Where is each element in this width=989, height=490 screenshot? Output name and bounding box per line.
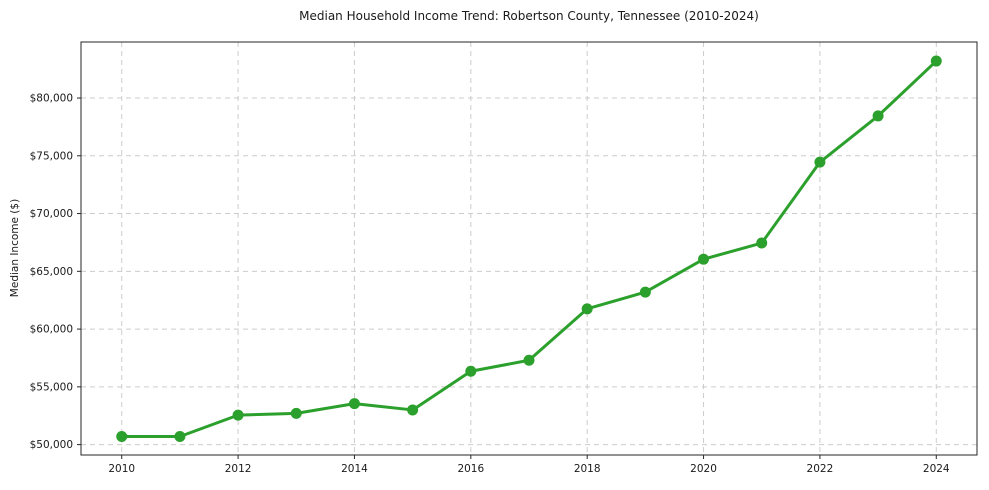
data-point	[930, 55, 942, 67]
chart-title: Median Household Income Trend: Robertson…	[299, 9, 759, 23]
data-point	[232, 409, 244, 421]
y-tick-label: $50,000	[30, 439, 73, 451]
y-tick-label: $80,000	[30, 93, 73, 105]
y-tick-label: $75,000	[30, 150, 73, 162]
x-tick-label: 2014	[341, 463, 368, 475]
data-point	[465, 365, 477, 377]
data-point	[116, 431, 128, 443]
x-tick-label: 2022	[807, 463, 834, 475]
x-tick-label: 2012	[225, 463, 252, 475]
x-tick-label: 2010	[108, 463, 135, 475]
data-point	[290, 407, 302, 419]
x-tick-label: 2020	[690, 463, 717, 475]
x-tick-label: 2016	[457, 463, 484, 475]
data-point	[348, 398, 360, 410]
data-point	[756, 237, 768, 249]
data-point	[174, 431, 186, 443]
x-tick-label: 2024	[923, 463, 950, 475]
data-point	[814, 156, 826, 168]
data-point	[872, 110, 884, 122]
data-line	[120, 59, 938, 439]
x-tick-label: 2018	[574, 463, 601, 475]
plot-border	[80, 41, 978, 456]
y-tick-label: $60,000	[30, 324, 73, 336]
data-point	[698, 253, 710, 265]
data-point	[639, 286, 651, 298]
data-point	[407, 404, 419, 416]
y-tick-label: $70,000	[30, 208, 73, 220]
y-tick-label: $65,000	[30, 266, 73, 278]
data-point	[581, 303, 593, 315]
data-point	[523, 354, 535, 366]
y-tick-label: $55,000	[30, 381, 73, 393]
